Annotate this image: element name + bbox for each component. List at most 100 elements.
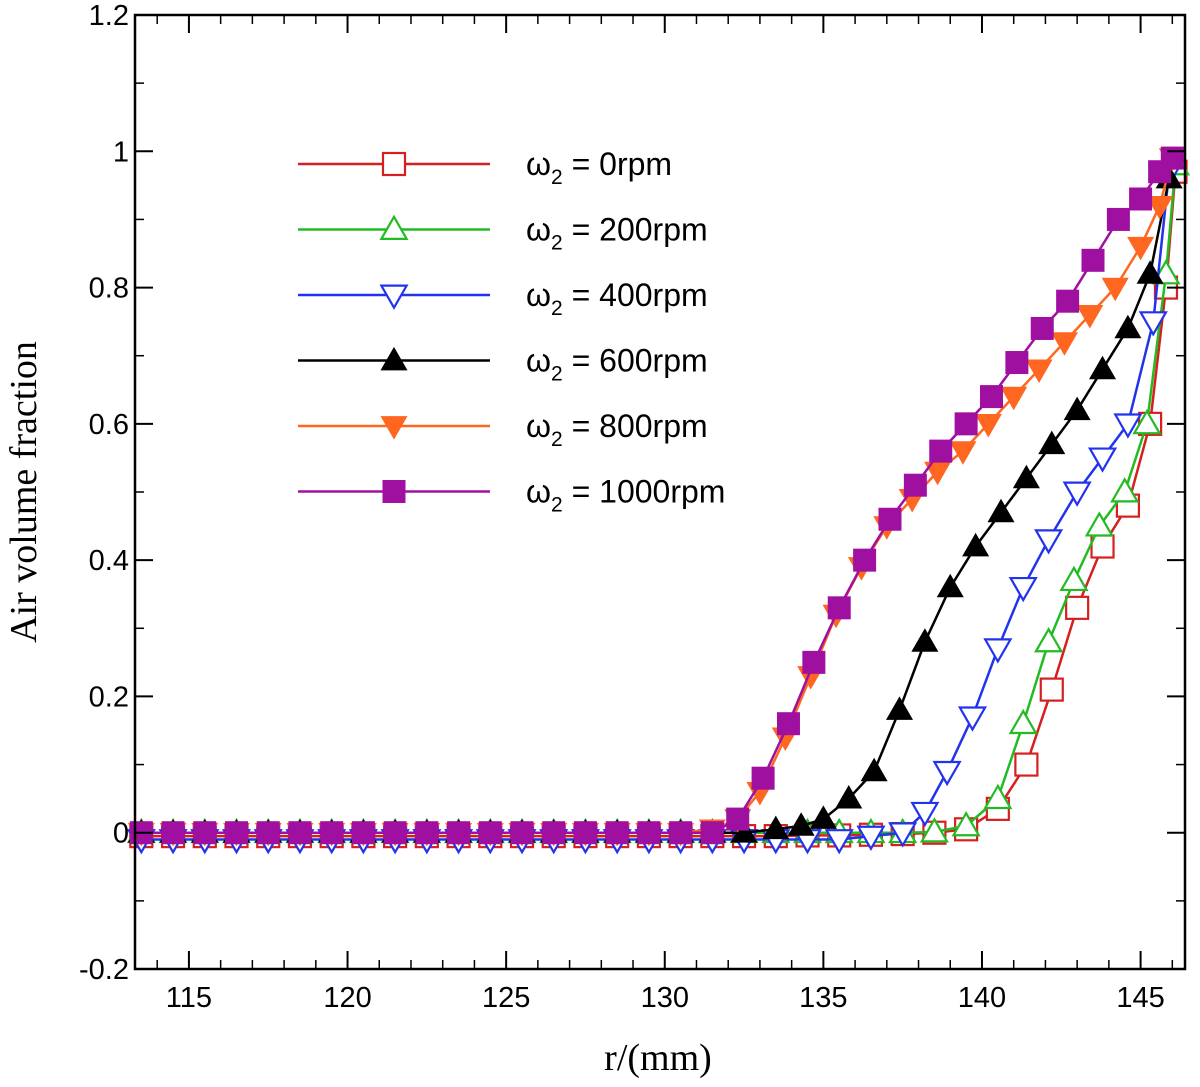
data-point bbox=[542, 821, 566, 845]
y-tick-label: 0.2 bbox=[89, 681, 129, 713]
data-point bbox=[1030, 316, 1054, 340]
legend-marker bbox=[380, 346, 408, 371]
data-point bbox=[860, 757, 888, 782]
data-point bbox=[1008, 708, 1038, 735]
data-point bbox=[974, 414, 1002, 438]
y-tick-label: -0.2 bbox=[79, 954, 129, 986]
legend-marker bbox=[380, 416, 408, 440]
data-point bbox=[1106, 207, 1130, 231]
data-point bbox=[1056, 289, 1080, 313]
x-axis-title: r/(mm) bbox=[604, 1037, 712, 1079]
data-point bbox=[1138, 311, 1168, 337]
y-tick-label: 0.6 bbox=[89, 409, 129, 441]
data-point bbox=[669, 821, 693, 845]
legend-entry: ω2 = 0rpm bbox=[298, 146, 672, 189]
data-point bbox=[1114, 314, 1142, 339]
data-point bbox=[776, 712, 800, 736]
data-point bbox=[415, 821, 439, 845]
legend-label-text: = 200rpm bbox=[563, 212, 708, 248]
data-point bbox=[478, 821, 502, 845]
data-point bbox=[161, 821, 185, 845]
legend-label: ω2 = 1000rpm bbox=[526, 474, 725, 517]
data-point bbox=[824, 829, 854, 855]
data-point bbox=[1076, 304, 1104, 329]
data-point bbox=[1034, 529, 1064, 555]
x-tick-label: 130 bbox=[641, 982, 689, 1014]
series-layer bbox=[126, 146, 1191, 855]
data-point bbox=[951, 811, 981, 837]
legend-label-symbol: ω bbox=[526, 343, 551, 379]
data-point bbox=[1132, 409, 1162, 435]
legend-marker bbox=[381, 151, 407, 177]
data-point bbox=[193, 821, 217, 845]
legend-label-text: = 400rpm bbox=[563, 277, 708, 313]
legend-entry: ω2 = 400rpm bbox=[298, 277, 708, 320]
legend-marker bbox=[379, 214, 409, 240]
data-point bbox=[787, 812, 815, 836]
data-point bbox=[1059, 565, 1089, 592]
x-tick-label: 115 bbox=[166, 982, 212, 1014]
legend-label-text: = 0rpm bbox=[563, 146, 672, 182]
y-tick-label: 1.2 bbox=[89, 0, 129, 32]
data-point bbox=[700, 821, 724, 845]
data-point bbox=[878, 507, 902, 531]
data-point bbox=[954, 412, 978, 436]
data-point bbox=[351, 821, 375, 845]
data-point bbox=[1062, 481, 1092, 507]
data-point bbox=[447, 821, 471, 845]
data-point bbox=[1065, 595, 1090, 620]
x-tick-label: 125 bbox=[482, 982, 530, 1014]
y-tick-label: 1 bbox=[113, 136, 129, 168]
data-point bbox=[1127, 236, 1155, 261]
data-point bbox=[809, 805, 837, 829]
data-point bbox=[1034, 627, 1064, 653]
data-point bbox=[1129, 187, 1153, 211]
legend-entry: ω2 = 600rpm bbox=[298, 343, 708, 386]
y-tick-label: 0 bbox=[113, 818, 129, 850]
data-point bbox=[320, 821, 344, 845]
data-point bbox=[979, 385, 1003, 409]
legend-entry: ω2 = 800rpm bbox=[298, 408, 708, 451]
data-point bbox=[936, 573, 964, 598]
data-point bbox=[1089, 355, 1117, 380]
legend-label-text: = 600rpm bbox=[563, 343, 708, 379]
ticks: 115 120 125 130 135 140 145 -0.2 0 0.2 0.4 0.6 0.8 1 1… bbox=[79, 0, 1185, 1014]
data-point bbox=[1050, 332, 1078, 356]
y-tick-label: 0.8 bbox=[89, 273, 129, 305]
legend-label-text: = 800rpm bbox=[563, 408, 708, 444]
data-point bbox=[225, 821, 249, 845]
data-point bbox=[853, 548, 877, 572]
data-point bbox=[932, 760, 962, 787]
x-tick-label: 135 bbox=[799, 982, 847, 1014]
legend-marker bbox=[382, 480, 406, 503]
legend-label-symbol: ω bbox=[526, 277, 551, 313]
data-point bbox=[1081, 248, 1105, 272]
x-tick-label: 140 bbox=[958, 982, 1006, 1014]
data-point bbox=[1063, 396, 1091, 421]
data-point bbox=[605, 821, 629, 845]
data-point bbox=[1087, 447, 1118, 473]
data-point bbox=[835, 784, 863, 809]
data-point bbox=[510, 821, 534, 845]
data-point bbox=[888, 822, 918, 848]
data-point bbox=[1160, 146, 1184, 170]
data-point bbox=[1136, 260, 1164, 284]
data-point bbox=[827, 596, 851, 620]
data-point bbox=[1008, 576, 1038, 603]
data-point bbox=[910, 801, 940, 828]
data-point bbox=[949, 441, 977, 465]
x-tick-label: 120 bbox=[323, 982, 371, 1014]
legend-marker bbox=[379, 284, 409, 310]
data-point bbox=[762, 815, 790, 840]
data-point bbox=[911, 628, 939, 652]
legend-label-symbol: ω bbox=[526, 474, 551, 510]
data-point bbox=[1005, 351, 1029, 375]
data-point bbox=[1014, 752, 1039, 777]
legend-label-subscript: 2 bbox=[551, 363, 563, 386]
legend-entry: ω2 = 200rpm bbox=[298, 212, 708, 255]
legend-label: ω2 = 200rpm bbox=[526, 212, 708, 255]
data-point bbox=[856, 825, 886, 851]
legend-label-subscript: 2 bbox=[551, 232, 563, 255]
